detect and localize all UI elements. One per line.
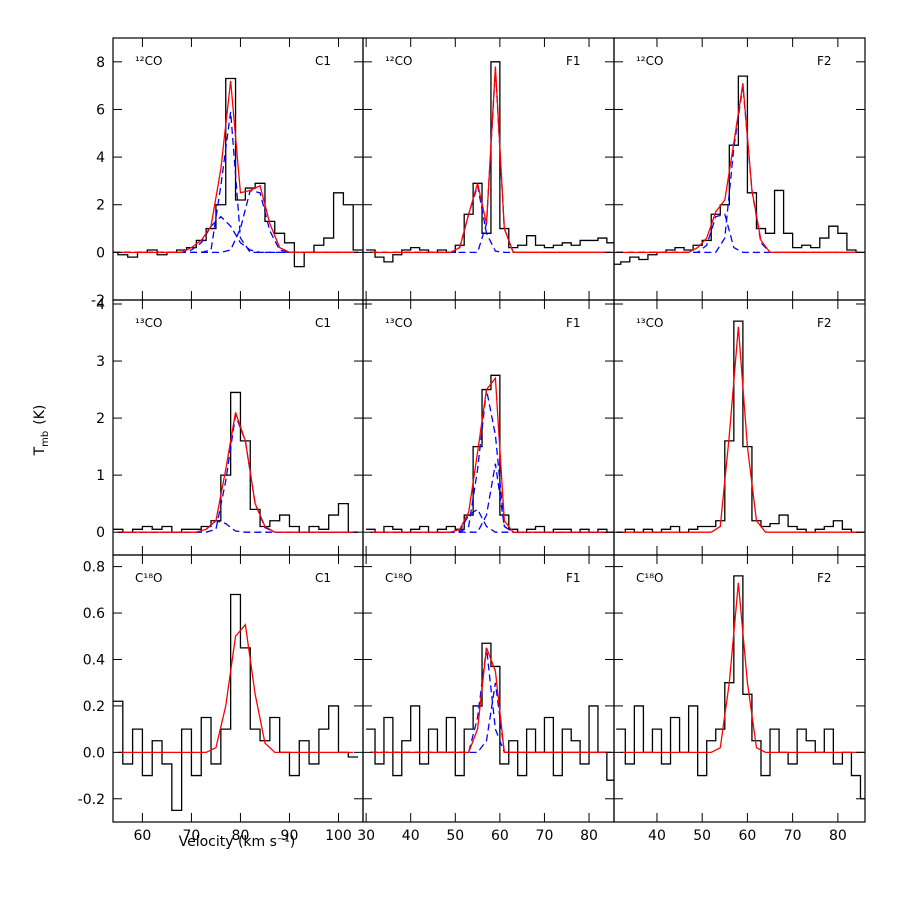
y-tick-label: 0.6 <box>83 606 105 622</box>
x-tick-label: 50 <box>446 828 464 844</box>
gaussian-component <box>370 389 612 533</box>
x-tick-label: 40 <box>648 828 666 844</box>
y-tick-label: 6 <box>96 102 105 118</box>
panel-frame <box>112 299 364 556</box>
panel-frame <box>613 554 866 823</box>
panel-frame <box>362 554 615 823</box>
gaussian-component <box>370 682 612 753</box>
fit-curve <box>620 582 865 753</box>
observed-spectrum <box>614 75 865 265</box>
y-tick-label: 2 <box>96 198 105 214</box>
y-tick-label: 4 <box>96 297 105 313</box>
observed-spectrum <box>366 374 614 533</box>
x-tick-label: 40 <box>402 828 420 844</box>
panel-plot <box>366 61 614 263</box>
tracer-label: ¹³CO <box>385 316 412 330</box>
y-tick-label: 0.4 <box>83 652 105 668</box>
gaussian-component <box>117 412 354 533</box>
y-tick-label: 0.8 <box>83 560 105 576</box>
tracer-label: C¹⁸O <box>636 571 663 585</box>
y-tick-label: 0 <box>96 245 105 261</box>
panel-plot <box>113 77 363 268</box>
gaussian-component <box>113 111 359 254</box>
observed-spectrum <box>616 320 865 533</box>
x-tick-label: 70 <box>536 828 554 844</box>
y-label-sub: mb <box>40 431 51 447</box>
source-label: F2 <box>817 54 832 68</box>
x-tick-label: 70 <box>183 828 201 844</box>
x-tick-label: 30 <box>357 828 375 844</box>
observed-spectrum <box>113 593 359 812</box>
tracer-label: ¹²CO <box>636 54 663 68</box>
panel-plot <box>113 593 359 812</box>
observed-spectrum <box>366 61 614 263</box>
y-tick-label: 3 <box>96 354 105 370</box>
panel-plot <box>614 75 865 265</box>
observed-spectrum <box>616 575 865 800</box>
y-tick-label: 0.0 <box>83 745 105 761</box>
y-label-unit: (K) <box>32 405 48 425</box>
fit-curve <box>616 83 861 254</box>
source-label: C1 <box>315 54 331 68</box>
fit-curve <box>620 326 865 533</box>
x-tick-label: 80 <box>829 828 847 844</box>
gaussian-component <box>370 508 612 533</box>
x-tick-label: 70 <box>784 828 802 844</box>
observed-spectrum <box>366 642 614 781</box>
x-tick-label: 60 <box>491 828 509 844</box>
observed-spectrum <box>113 391 359 533</box>
x-tick-label: 60 <box>133 828 151 844</box>
tracer-label: ¹²CO <box>135 54 162 68</box>
x-tick-label: 90 <box>281 828 299 844</box>
tracer-label: ¹²CO <box>385 54 412 68</box>
fit-curve <box>370 376 612 533</box>
x-tick-label: 50 <box>693 828 711 844</box>
y-tick-label: -0.2 <box>78 792 105 808</box>
tracer-label: ¹³CO <box>135 316 162 330</box>
y-tick-label: 0 <box>96 525 105 541</box>
y-label-main: T <box>32 446 48 456</box>
y-tick-label: 2 <box>96 411 105 427</box>
source-label: F2 <box>817 571 832 585</box>
x-tick-label: 100 <box>325 828 352 844</box>
panel-frame <box>362 37 615 301</box>
fit-curve <box>370 66 612 254</box>
y-tick-label: -2 <box>91 293 105 309</box>
source-label: F1 <box>566 316 581 330</box>
source-label: C1 <box>315 571 331 585</box>
fit-curve <box>117 412 354 533</box>
gaussian-component <box>113 215 359 254</box>
panel-plot <box>113 391 359 533</box>
panel-plot <box>366 374 614 533</box>
tracer-label: C¹⁸O <box>135 571 162 585</box>
panel-plot <box>616 320 865 533</box>
x-tick-label: 80 <box>232 828 250 844</box>
source-label: F1 <box>566 54 581 68</box>
fit-curve <box>117 623 354 753</box>
panel-frame <box>362 299 615 556</box>
panel-plot <box>366 642 614 781</box>
gaussian-component <box>616 213 861 254</box>
gaussian-component <box>370 463 612 533</box>
tracer-label: ¹³CO <box>636 316 663 330</box>
x-axis-label: Velocity (km s⁻¹) <box>179 834 296 850</box>
fit-curve <box>370 647 612 753</box>
x-tick-label: 80 <box>580 828 598 844</box>
y-tick-label: 8 <box>96 55 105 71</box>
source-label: F2 <box>817 316 832 330</box>
y-axis-label: Tmb (K) <box>32 405 51 457</box>
source-label: F1 <box>566 571 581 585</box>
source-label: C1 <box>315 316 331 330</box>
panel-plot <box>616 575 865 800</box>
tracer-label: C¹⁸O <box>385 571 412 585</box>
fit-curve <box>113 80 359 254</box>
y-tick-label: 1 <box>96 468 105 484</box>
y-tick-label: 4 <box>96 150 105 166</box>
panel-frame <box>613 37 866 301</box>
y-tick-label: 0.2 <box>83 699 105 715</box>
x-tick-label: 60 <box>739 828 757 844</box>
